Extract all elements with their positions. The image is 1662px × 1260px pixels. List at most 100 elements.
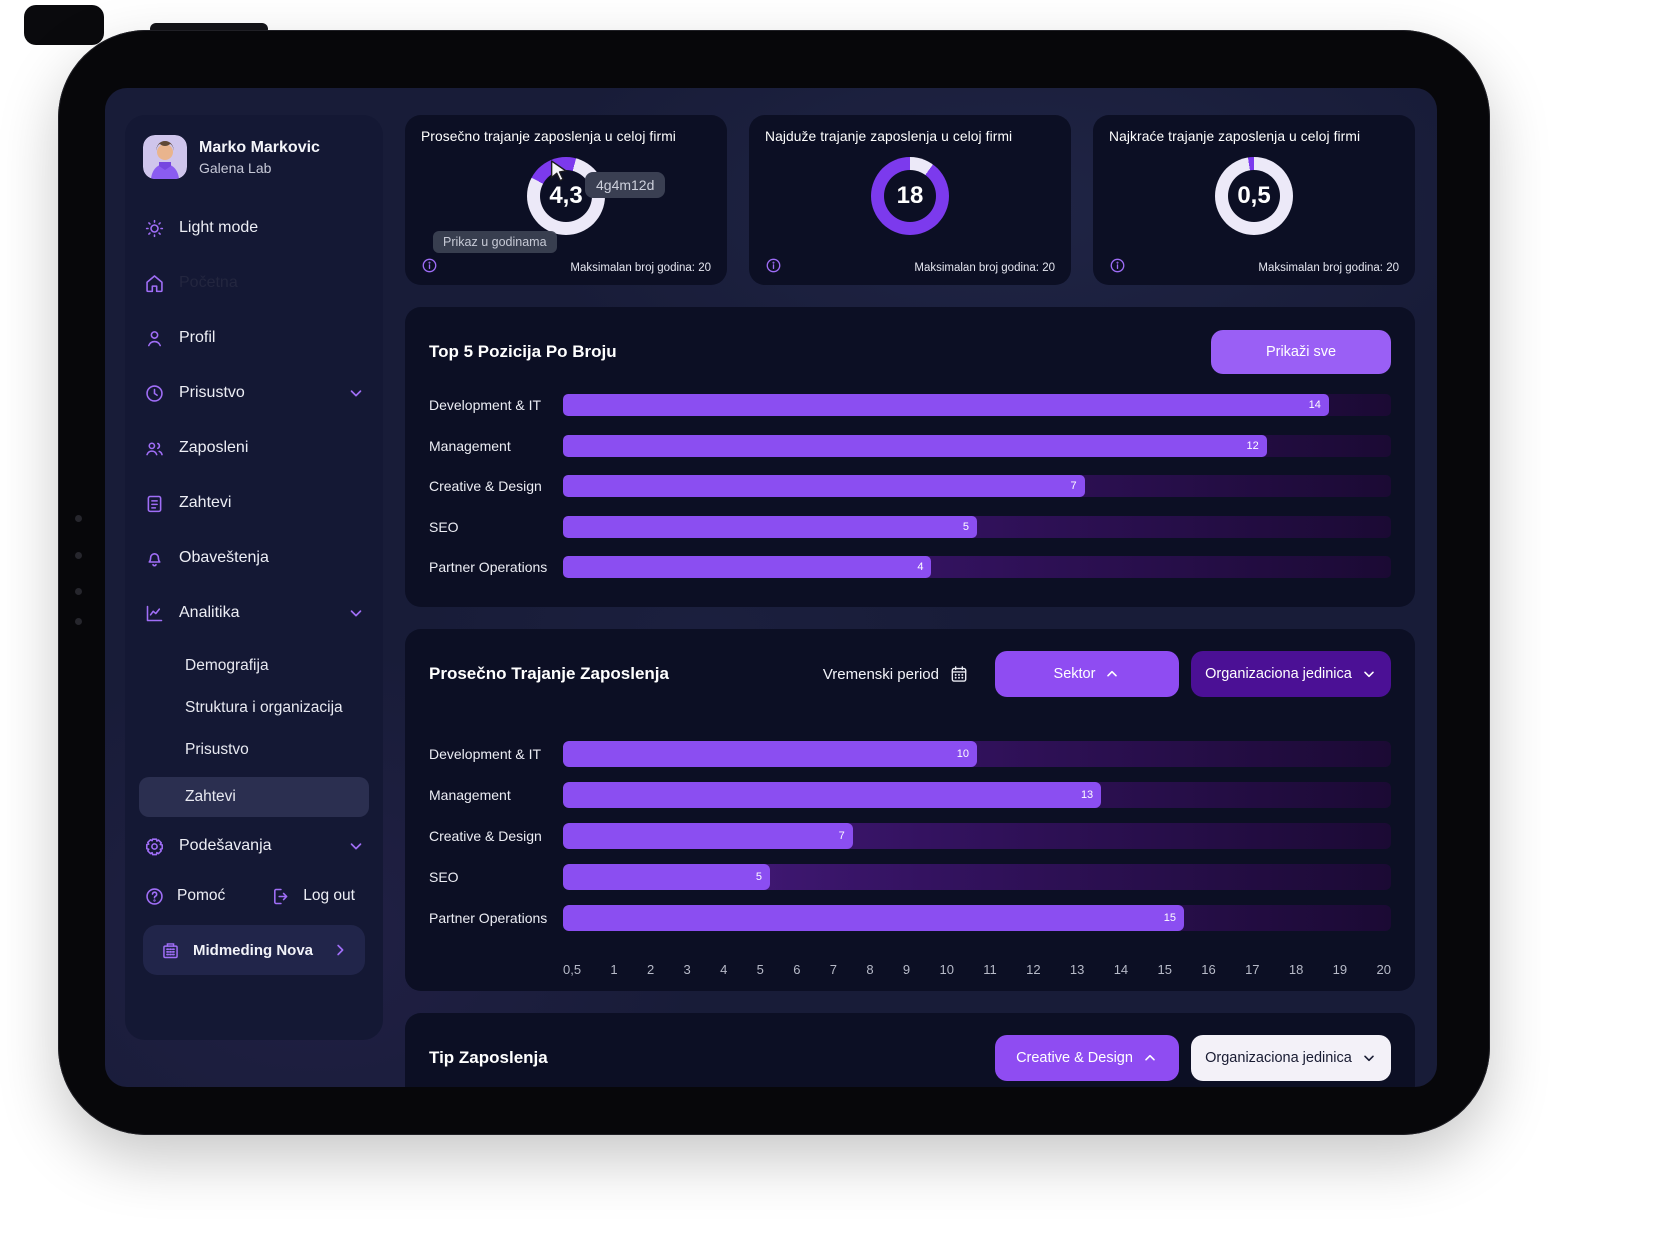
donut-hole: 4,3 [540, 170, 592, 222]
axis-tick: 4 [720, 962, 728, 977]
sidebar-subitem-zahtevi-selected[interactable]: Zahtevi [139, 777, 369, 817]
donut-chart-longest: 18 [871, 157, 949, 235]
users-icon [143, 437, 165, 459]
chevron-up-icon [1107, 670, 1118, 677]
axis-tick: 20 [1376, 962, 1391, 977]
sidebar-item-label: Podešavanja [179, 837, 272, 854]
help-button[interactable]: Pomoć [143, 885, 225, 907]
axis-tick: 1 [610, 962, 618, 977]
axis-tick: 5 [756, 962, 764, 977]
sidebar-subitem-prisustvo[interactable]: Prisustvo [143, 735, 365, 765]
sidebar-item-label: Analitika [179, 604, 240, 621]
bar-category-label: Development & IT [429, 397, 542, 413]
stat-card-title: Najduže trajanje zaposlenja u celoj firm… [765, 129, 1013, 144]
bar-row: SEO 5 [429, 864, 1391, 890]
sidebar-subitem-demografija[interactable]: Demografija [143, 651, 365, 681]
avg-duration-card: Prosečno Trajanje Zaposlenja Vremenski p… [405, 629, 1415, 991]
sidebar-item-zahtevi[interactable]: Zahtevi [143, 486, 365, 520]
bar-fill: 12 [563, 434, 1267, 457]
axis-tick: 7 [829, 962, 838, 977]
stat-card-prosecno: Prosečno trajanje zaposlenja u celoj fir… [405, 115, 727, 285]
company-switcher[interactable]: Midmeding Nova [143, 925, 365, 975]
donut-value: 4,3 [549, 182, 583, 209]
axis-tick: 16 [1201, 962, 1216, 977]
sidebar-item-analitika[interactable]: Analitika [143, 596, 365, 630]
sidebar-item-label: Zahtevi [179, 494, 232, 511]
bar-track: 5 [563, 864, 1391, 890]
donut-hole: 18 [884, 170, 936, 222]
user-name: Marko Markovic [199, 138, 320, 156]
bar-row: Creative & Design 7 [429, 475, 1391, 497]
calendar-icon [949, 664, 969, 684]
sidebar-subitem-label: Zahtevi [185, 788, 236, 805]
duration-bar-chart: Development & IT 10 Management [429, 741, 1391, 946]
sidebar-item-prisustvo[interactable]: Prisustvo [143, 376, 365, 410]
date-range-picker[interactable]: Vremenski period [823, 664, 969, 684]
bar-category-label: SEO [429, 518, 459, 535]
sidebar-item-label: Početna [179, 274, 238, 291]
chevron-right-icon [331, 941, 349, 959]
bell-icon [143, 547, 165, 569]
org-unit-filter-button[interactable]: Organizaciona jedinica [1191, 651, 1391, 697]
document-icon [143, 492, 165, 514]
stat-card-title: Najkraće trajanje zaposlenja u celoj fir… [1109, 129, 1361, 144]
bar-category-label: Development & IT [429, 746, 542, 762]
tablet-side-button [75, 588, 82, 595]
bar-fill: 13 [563, 782, 1102, 808]
bar-row: SEO 5 [429, 515, 1391, 538]
analitika-submenu: Demografija Struktura i organizacija Pri… [139, 651, 369, 817]
max-years-note: Maksimalan broj godina: 20 [570, 262, 711, 274]
chevron-down-icon [347, 837, 365, 855]
top5-bar-chart: Development & IT 14 Management [429, 394, 1391, 597]
help-icon [143, 885, 165, 907]
info-icon[interactable] [765, 257, 782, 274]
sidebar-item-podesavanja[interactable]: Podešavanja [143, 829, 365, 863]
user-organization: Galena Lab [199, 159, 272, 176]
sidebar: Marko Markovic Galena Lab Light mode Poč… [125, 115, 383, 1040]
bar-row: Creative & Design 7 [429, 823, 1391, 849]
info-icon[interactable] [421, 257, 438, 274]
bar-category-label: Creative & Design [429, 828, 542, 844]
axis-tick: 11 [983, 962, 997, 977]
bar-row: Management 13 [429, 782, 1391, 808]
bar-value: 5 [755, 871, 762, 883]
bar-category-label: Partner Operations [429, 910, 548, 926]
org-unit-filter-button-2[interactable]: Organizaciona jedinica [1191, 1035, 1391, 1081]
clock-icon [143, 382, 165, 404]
bar-track: 14 [563, 394, 1391, 416]
company-name: Midmeding Nova [193, 941, 314, 959]
sidebar-subitem-label: Demografija [185, 657, 269, 674]
bar-value: 14 [1308, 399, 1321, 411]
creative-design-filter-label: Creative & Design [1016, 1050, 1133, 1066]
sidebar-item-zaposleni[interactable]: Zaposleni [143, 431, 365, 465]
info-icon[interactable] [1109, 257, 1126, 274]
logout-button[interactable]: Log out [269, 885, 355, 907]
sidebar-item-obavestenja[interactable]: Obaveštenja [143, 541, 365, 575]
stat-card-title: Prosečno trajanje zaposlenja u celoj fir… [421, 129, 676, 144]
duration-header: Prosečno Trajanje Zaposlenja Vremenski p… [429, 651, 1391, 697]
sidebar-subitem-struktura[interactable]: Struktura i organizacija [143, 693, 365, 723]
sidebar-item-profil[interactable]: Profil [143, 321, 365, 355]
tip-header: Tip Zaposlenja Creative & Design Organiz… [429, 1035, 1391, 1081]
profile-block[interactable]: Marko Markovic Galena Lab [143, 135, 365, 179]
sector-filter-button[interactable]: Sektor [995, 651, 1179, 697]
sidebar-item-pocetna[interactable]: Početna [143, 266, 365, 300]
period-label: Vremenski period [822, 665, 939, 683]
x-axis: 0,5 1 2 3 4 5 6 7 8 9 10 11 12 13 [563, 962, 1391, 977]
bar-track: 15 [563, 905, 1391, 931]
bar-fill: 7 [563, 823, 853, 849]
mouse-cursor [546, 158, 572, 184]
chevron-down-icon [1364, 671, 1374, 678]
bar-track: 13 [563, 782, 1391, 808]
axis-tick: 13 [1069, 962, 1085, 977]
employment-type-card: Tip Zaposlenja Creative & Design Organiz… [405, 1013, 1415, 1087]
sidebar-item-light-mode[interactable]: Light mode [143, 211, 365, 245]
creative-design-filter-button[interactable]: Creative & Design [995, 1035, 1179, 1081]
bar-track: 12 [563, 434, 1391, 457]
help-logout-row: Pomoć Log out [143, 885, 365, 907]
bar-track: 7 [563, 475, 1391, 497]
tablet-side-button [75, 552, 82, 559]
show-all-button[interactable]: Prikaži sve [1211, 330, 1391, 374]
axis-tick: 6 [793, 962, 801, 977]
